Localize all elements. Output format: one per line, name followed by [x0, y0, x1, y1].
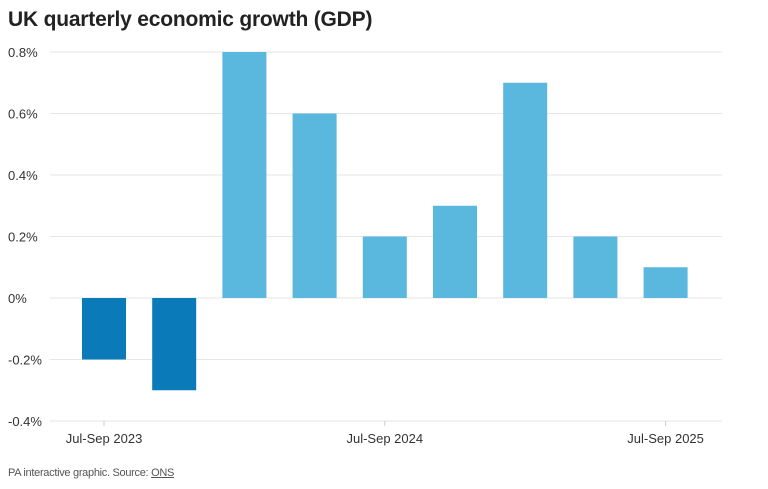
bar	[152, 298, 197, 391]
source-link[interactable]: ONS	[151, 467, 174, 479]
x-tick-label: Jul-Sep 2024	[346, 431, 423, 446]
bar	[643, 267, 688, 298]
bar	[222, 52, 267, 298]
x-tick-label: Jul-Sep 2025	[627, 431, 704, 446]
bar	[292, 113, 337, 298]
x-tick-label: Jul-Sep 2023	[66, 431, 143, 446]
y-tick-label: 0.2%	[8, 230, 38, 245]
y-tick-label: 0.4%	[8, 168, 38, 183]
y-tick-label: -0.4%	[8, 414, 42, 429]
bar	[82, 298, 126, 360]
bar	[573, 236, 618, 298]
chart-title: UK quarterly economic growth (GDP)	[8, 8, 373, 31]
bar	[362, 236, 407, 298]
y-tick-label: 0.6%	[8, 107, 38, 122]
footer-text: PA interactive graphic. Source:	[8, 467, 152, 479]
y-tick-label: 0%	[8, 291, 27, 306]
y-tick-label: -0.2%	[8, 353, 42, 368]
bar	[503, 82, 548, 298]
bar	[433, 205, 477, 298]
y-tick-label: 0.8%	[8, 45, 38, 60]
footer: PA interactive graphic. Source: ONS	[8, 467, 174, 479]
